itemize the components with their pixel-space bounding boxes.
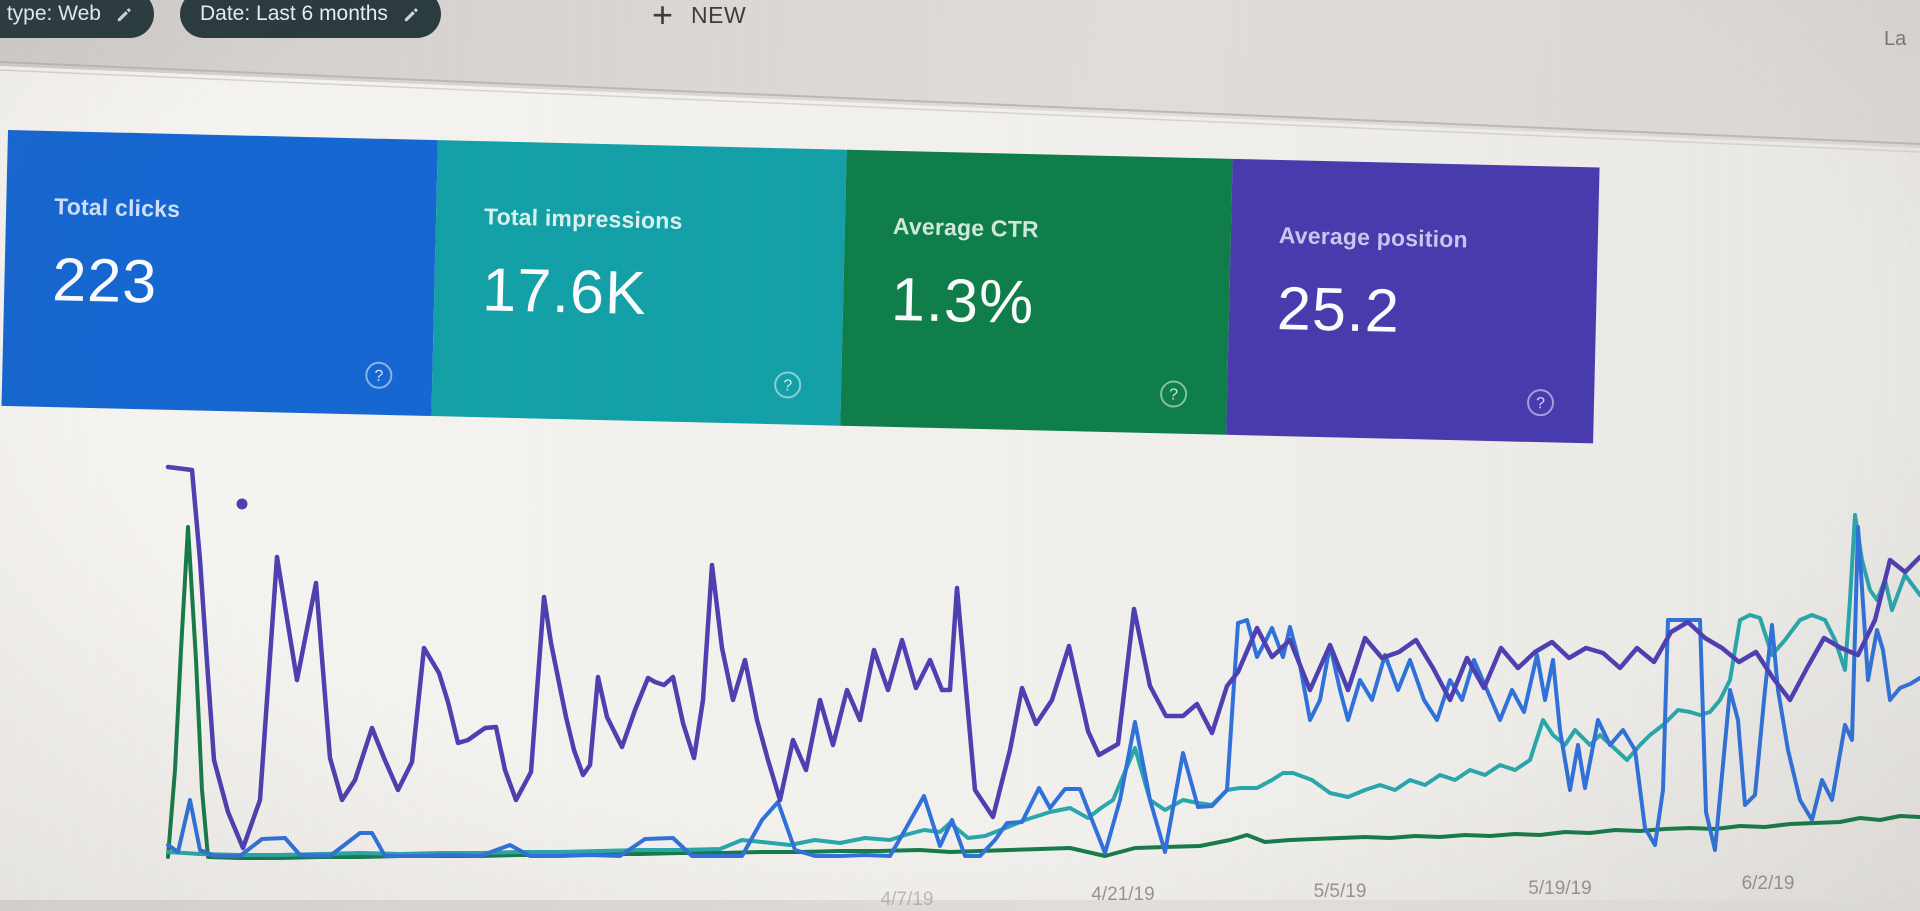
help-icon[interactable]: ? [773,371,802,399]
position-isolated-data-point[interactable] [236,498,248,510]
ctr-series-line[interactable] [166,525,1920,860]
filter-chip-search-type-label: Search type: Web [0,2,101,25]
pencil-icon [115,5,134,24]
x-axis-tick-label: 6/2/19 [1741,873,1795,894]
help-icon[interactable]: ? [1159,380,1188,408]
card-total-impressions-value: 17.6K [481,255,648,328]
impressions-series-line[interactable] [166,513,1920,857]
filter-chip-date-range[interactable]: Date: Last 6 months [180,0,441,38]
filter-chip-date-label: Date: Last 6 months [200,2,388,25]
new-filter-button[interactable]: + NEW [652,0,747,35]
panel-top-edge-highlight [0,69,1920,153]
card-average-ctr-label: Average CTR [892,212,1040,243]
new-filter-button-label: NEW [691,2,747,28]
x-axis-tick-label: 4/21/19 [1091,884,1155,905]
card-average-position[interactable]: Average position 25.2 ? [1226,158,1600,444]
x-axis-tick-label: 5/19/19 [1528,878,1592,899]
position-series-line[interactable] [165,464,1920,851]
pencil-icon [402,5,421,24]
card-average-ctr-value: 1.3% [890,264,1036,337]
card-average-ctr[interactable]: Average CTR 1.3% ? [840,149,1233,435]
card-total-clicks-label: Total clicks [53,193,181,223]
card-average-position-value: 25.2 [1276,273,1401,345]
card-total-clicks[interactable]: Total clicks 223 ? [1,130,438,417]
card-total-impressions[interactable]: Total impressions 17.6K ? [431,140,847,426]
card-total-clicks-value: 223 [51,245,159,316]
help-icon[interactable]: ? [365,361,393,390]
metric-cards-row: Total clicks 223 ? Total impressions 17.… [1,130,1600,444]
x-axis-tick-label: 4/7/19 [880,889,934,910]
panel-top-edge [0,61,1920,145]
performance-line-chart[interactable] [165,464,1920,860]
last-updated-truncated-text: La [1884,28,1907,50]
x-axis-tick-label: 5/5/19 [1313,881,1367,902]
clicks-series-line[interactable] [166,525,1920,858]
help-icon[interactable]: ? [1526,388,1555,417]
plus-icon: + [652,0,674,35]
card-average-position-label: Average position [1278,221,1469,253]
filter-chip-search-type[interactable]: Search type: Web [0,0,154,38]
card-total-impressions-label: Total impressions [483,203,683,234]
